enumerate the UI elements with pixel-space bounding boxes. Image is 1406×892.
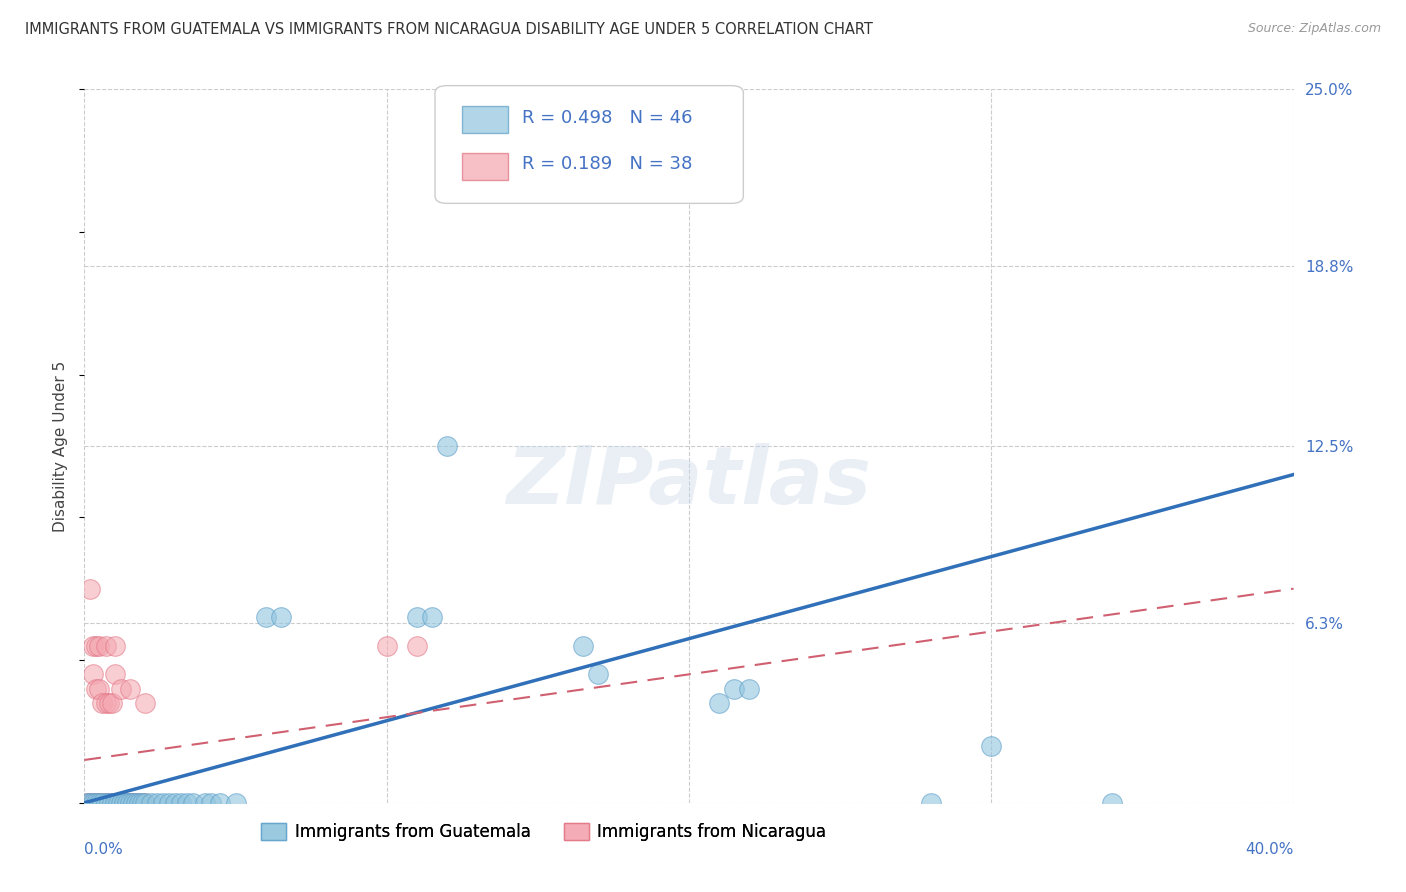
Point [82,796,104,810]
Point [375,639,398,653]
Point [89,681,111,696]
FancyBboxPatch shape [461,153,508,180]
Point [94,796,117,810]
Text: R = 0.189   N = 38: R = 0.189 N = 38 [522,155,692,173]
Point [104,639,127,653]
Point [128,796,150,810]
Point [121,796,143,810]
Point [181,796,204,810]
Point [134,696,156,710]
Point [125,796,148,810]
Point [104,667,127,681]
Point [420,610,443,624]
FancyBboxPatch shape [434,86,744,203]
Point [200,796,222,810]
Text: Source: ZipAtlas.com: Source: ZipAtlas.com [1247,22,1381,36]
Point [91,696,114,710]
Point [79,582,101,596]
Point [76,796,98,810]
Point [89,796,111,810]
Point [118,796,141,810]
Y-axis label: Disability Age Under 5: Disability Age Under 5 [53,360,69,532]
Point [170,796,193,810]
Point [91,796,114,810]
Point [254,610,277,624]
Point [100,796,122,810]
Point [104,796,127,810]
Point [406,639,429,653]
Point [79,796,101,810]
Point [139,796,162,810]
Point [110,796,132,810]
Point [86,639,108,653]
Point [920,796,942,810]
Point [121,796,143,810]
Point [112,796,135,810]
Point [97,696,120,710]
Point [165,796,187,810]
Point [86,796,108,810]
Point [94,639,117,653]
FancyBboxPatch shape [461,106,508,134]
Point [709,696,731,710]
Point [118,681,141,696]
Point [115,796,138,810]
Point [94,796,117,810]
Point [738,681,761,696]
Legend: Immigrants from Guatemala, Immigrants from Nicaragua: Immigrants from Guatemala, Immigrants fr… [254,816,832,848]
Text: ZIPatlas: ZIPatlas [506,442,872,521]
Point [112,796,135,810]
Point [572,639,595,653]
Point [89,796,111,810]
Point [86,796,108,810]
Point [723,681,745,696]
Point [82,667,104,681]
Point [100,696,122,710]
Point [107,796,129,810]
Point [91,796,114,810]
Point [82,639,104,653]
Point [104,796,127,810]
Point [146,796,169,810]
Point [1101,796,1123,810]
Text: IMMIGRANTS FROM GUATEMALA VS IMMIGRANTS FROM NICARAGUA DISABILITY AGE UNDER 5 CO: IMMIGRANTS FROM GUATEMALA VS IMMIGRANTS … [25,22,873,37]
Point [110,796,132,810]
Point [128,796,150,810]
Point [118,796,141,810]
Point [157,796,180,810]
Point [76,796,98,810]
Point [134,796,156,810]
Point [980,739,1002,753]
Point [131,796,153,810]
Point [100,796,122,810]
Point [86,681,108,696]
Point [152,796,174,810]
Point [270,610,292,624]
Point [79,796,101,810]
Point [94,696,117,710]
Point [115,796,138,810]
Point [82,796,104,810]
Point [89,639,111,653]
Text: R = 0.498   N = 46: R = 0.498 N = 46 [522,109,693,127]
Point [225,796,247,810]
Point [436,439,458,453]
Point [97,796,120,810]
Point [209,796,232,810]
Point [406,610,429,624]
Point [134,796,156,810]
Point [125,796,148,810]
Point [194,796,217,810]
Text: 0.0%: 0.0% [84,842,124,857]
Point [176,796,198,810]
Text: 40.0%: 40.0% [1246,842,1294,857]
Point [97,796,120,810]
Point [110,681,132,696]
Point [588,667,610,681]
Point [107,796,129,810]
